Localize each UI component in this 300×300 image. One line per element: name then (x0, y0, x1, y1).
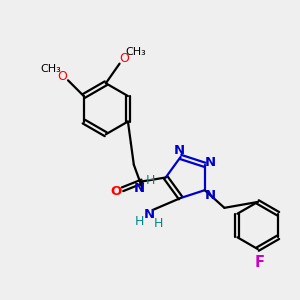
Text: H: H (153, 217, 163, 230)
Text: O: O (57, 70, 67, 83)
Text: F: F (255, 255, 265, 270)
Text: N: N (134, 182, 145, 195)
Text: N: N (174, 144, 185, 157)
Text: N: N (205, 156, 216, 169)
Text: N: N (205, 189, 216, 202)
Text: H: H (135, 215, 144, 228)
Text: CH₃: CH₃ (40, 64, 61, 74)
Text: O: O (110, 185, 121, 198)
Text: CH₃: CH₃ (125, 47, 146, 57)
Text: H: H (146, 174, 155, 187)
Text: O: O (119, 52, 129, 65)
Text: N: N (144, 208, 155, 221)
